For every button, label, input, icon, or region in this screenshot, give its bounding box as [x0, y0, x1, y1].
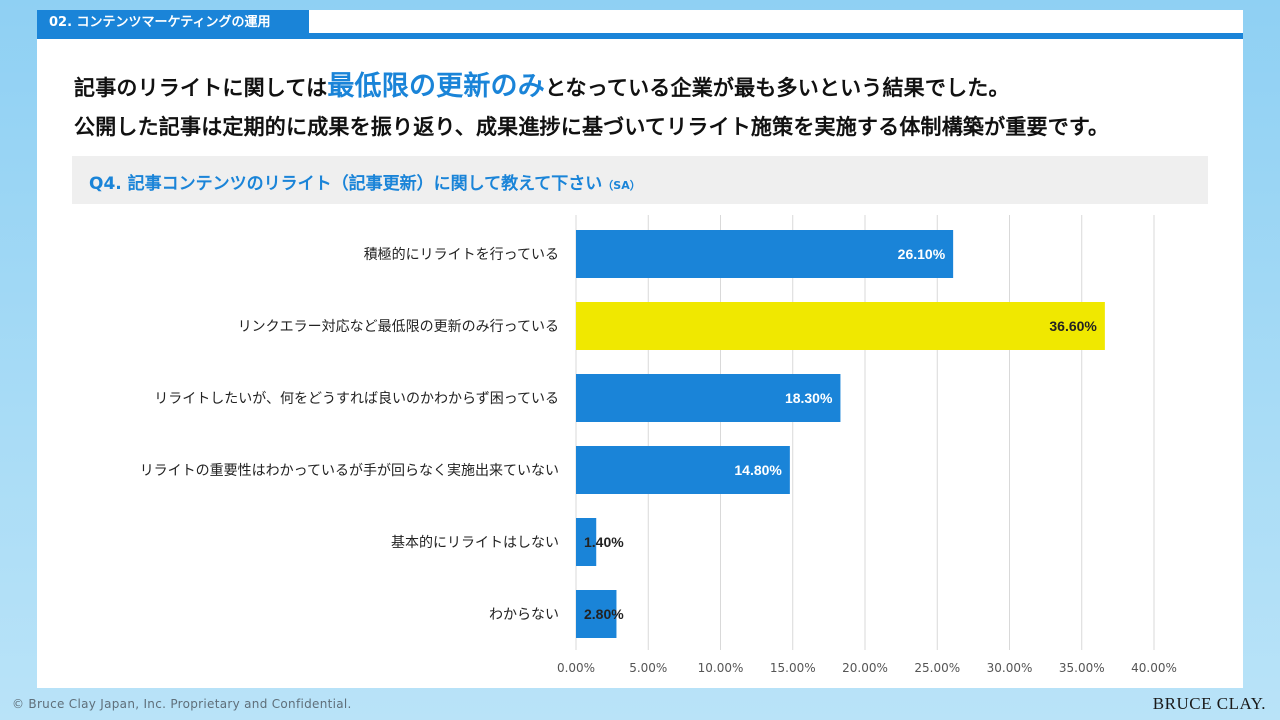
data-label: 18.30% — [785, 390, 833, 406]
bar — [576, 518, 597, 566]
bar — [576, 230, 954, 278]
header-rule — [37, 33, 1243, 39]
question-text: Q4. 記事コンテンツのリライト（記事更新）に関して教えて下さい（SA） — [89, 169, 641, 194]
x-tick-label: 25.00% — [914, 661, 960, 675]
headline-post: となっている企業が最も多いという結果でした。 — [544, 76, 1010, 100]
data-label: 1.40% — [584, 534, 624, 550]
bar — [576, 302, 1105, 350]
x-tick-label: 35.00% — [1059, 661, 1105, 675]
x-tick-label: 40.00% — [1131, 661, 1177, 675]
bar — [576, 446, 790, 494]
headline-highlight: 最低限の更新のみ — [327, 71, 545, 102]
category-label: リライトの重要性はわかっているが手が回らなく実施出来ていない — [140, 463, 559, 479]
bar — [576, 590, 617, 638]
x-tick-label: 15.00% — [770, 661, 816, 675]
data-label: 14.80% — [734, 462, 782, 478]
category-label: 積極的にリライトを行っている — [364, 247, 559, 263]
copyright-footer: © Bruce Clay Japan, Inc. Proprietary and… — [12, 697, 352, 711]
category-label: わからない — [489, 607, 559, 623]
category-label: リライトしたいが、何をどうすれば良いのかわからず困っている — [154, 391, 559, 407]
x-tick-label: 5.00% — [629, 661, 667, 675]
data-label: 2.80% — [584, 606, 624, 622]
x-tick-label: 0.00% — [557, 661, 595, 675]
category-label: 基本的にリライトはしない — [391, 534, 559, 551]
section-tab: 02. コンテンツマーケティングの運用 — [37, 10, 309, 36]
question-tag: （SA） — [602, 179, 641, 192]
headline-line-2: 公開した記事は定期的に成果を振り返り、成果進捗に基づいてリライト施策を実施する体… — [74, 115, 1110, 139]
category-label: リンクエラー対応など最低限の更新のみ行っている — [238, 319, 559, 335]
headline-pre: 記事のリライトに関しては — [74, 76, 328, 100]
question-bar: Q4. 記事コンテンツのリライト（記事更新）に関して教えて下さい（SA） — [72, 156, 1208, 204]
data-label: 36.60% — [1049, 318, 1097, 334]
headline-line-1: 記事のリライトに関しては最低限の更新のみとなっている企業が最も多いという結果でし… — [74, 64, 1010, 103]
x-tick-label: 20.00% — [842, 661, 888, 675]
x-tick-label: 10.00% — [698, 661, 744, 675]
bar — [576, 374, 841, 422]
brand-logo: BRUCE CLAY. — [1152, 694, 1266, 713]
question-label: Q4. 記事コンテンツのリライト（記事更新）に関して教えて下さい — [89, 174, 603, 194]
x-tick-label: 30.00% — [987, 661, 1033, 675]
data-label: 26.10% — [898, 246, 946, 262]
